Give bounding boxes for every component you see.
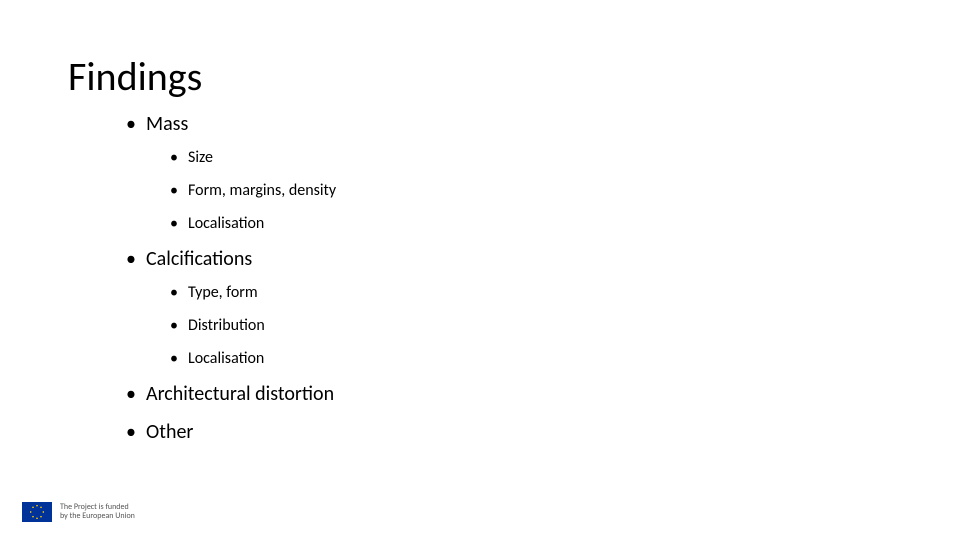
bullet-label: Other <box>146 420 193 444</box>
eu-flag-stars <box>29 504 45 520</box>
sub-bullet-item: Type, form <box>170 283 336 302</box>
slide-content: Mass Size Form, margins, density Localis… <box>126 112 336 458</box>
bullet-list-level1: Mass Size Form, margins, density Localis… <box>126 112 336 444</box>
bullet-label: Calcifications <box>146 247 252 271</box>
bullet-item-mass: Mass Size Form, margins, density Localis… <box>126 112 336 233</box>
footer-text: The Project is funded by the European Un… <box>60 503 135 521</box>
eu-flag-icon <box>22 502 52 522</box>
sub-bullet-item: Localisation <box>170 349 336 368</box>
slide-title: Findings <box>68 52 202 101</box>
bullet-item-other: Other <box>126 420 336 444</box>
sub-bullet-item: Distribution <box>170 316 336 335</box>
sub-bullet-item: Form, margins, density <box>170 181 336 200</box>
bullet-label: Mass <box>146 112 188 136</box>
bullet-list-level2: Type, form Distribution Localisation <box>170 283 336 368</box>
bullet-list-level2: Size Form, margins, density Localisation <box>170 148 336 233</box>
slide-footer: The Project is funded by the European Un… <box>22 502 135 522</box>
footer-line2: by the European Union <box>60 512 135 521</box>
sub-bullet-item: Localisation <box>170 214 336 233</box>
bullet-item-calcifications: Calcifications Type, form Distribution L… <box>126 247 336 368</box>
sub-bullet-item: Size <box>170 148 336 167</box>
bullet-item-architectural: Architectural distortion <box>126 382 336 406</box>
bullet-label: Architectural distortion <box>146 382 334 406</box>
